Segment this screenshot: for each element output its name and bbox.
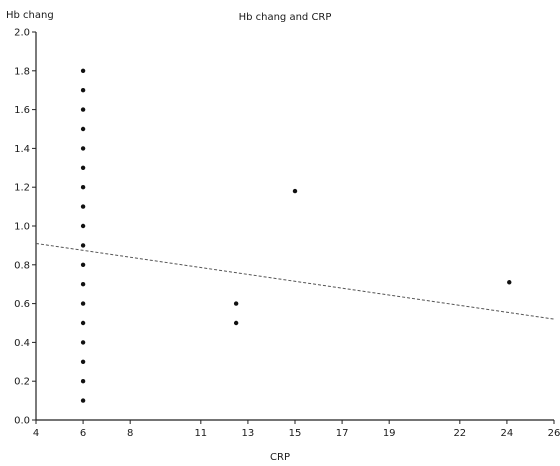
- x-tick-label: 22: [453, 428, 466, 439]
- data-point: [292, 188, 298, 194]
- x-tick-label: 4: [33, 428, 39, 439]
- data-point: [80, 126, 86, 132]
- y-tick-label: 2.0: [14, 28, 30, 39]
- data-point: [80, 185, 86, 190]
- y-tick-label: 0.4: [14, 338, 30, 349]
- y-tick-label: 1.0: [14, 222, 30, 233]
- data-point: [233, 320, 239, 326]
- data-point: [80, 320, 86, 326]
- x-tick-label: 15: [289, 428, 302, 439]
- trendline-group: [35, 242, 555, 320]
- data-point: [80, 340, 86, 345]
- x-axis-title: CRP: [270, 452, 290, 463]
- x-tick-label: 13: [242, 428, 255, 439]
- data-point: [80, 146, 86, 151]
- y-tick-label: 1.2: [14, 183, 30, 194]
- data-point: [80, 398, 86, 403]
- y-tick-label: 1.8: [14, 66, 30, 77]
- axes: 0.0 0.2 0.4 0.6 0.8 1.0 1.2 1.4 1.6 1.8 2.0 4 6 8 11 13…: [14, 28, 560, 440]
- data-point: [80, 107, 86, 112]
- y-tick-label: 0.0: [14, 416, 30, 427]
- chart-title: Hb chang and CRP: [239, 12, 332, 23]
- y-tick-label: 0.2: [14, 377, 30, 388]
- data-point: [80, 223, 86, 229]
- data-point: [80, 359, 86, 364]
- data-point: [80, 204, 86, 209]
- y-tick-label: 1.4: [14, 144, 30, 155]
- data-point: [80, 88, 86, 93]
- x-tick-label: 19: [383, 428, 396, 439]
- data-point: [80, 243, 86, 248]
- data-point: [80, 282, 86, 287]
- data-point: [80, 262, 86, 267]
- regression-line: [35, 242, 555, 320]
- data-point: [80, 301, 86, 306]
- x-tick-label: 11: [194, 428, 207, 439]
- x-tick-label: 8: [127, 428, 133, 439]
- y-axis-title: Hb chang: [6, 10, 54, 21]
- x-tick-label: 6: [80, 428, 86, 439]
- data-point: [233, 301, 239, 306]
- data-point: [80, 68, 86, 74]
- data-point: [507, 280, 512, 285]
- data-point: [80, 379, 86, 384]
- x-tick-label: 26: [548, 428, 560, 439]
- x-tick-label: 24: [501, 428, 514, 439]
- data-point: [80, 165, 86, 170]
- y-tick-label: 0.8: [14, 260, 30, 271]
- points-group: [80, 68, 512, 403]
- y-tick-label: 0.6: [14, 299, 30, 310]
- x-tick-label: 17: [336, 428, 349, 439]
- y-tick-label: 1.6: [14, 105, 30, 116]
